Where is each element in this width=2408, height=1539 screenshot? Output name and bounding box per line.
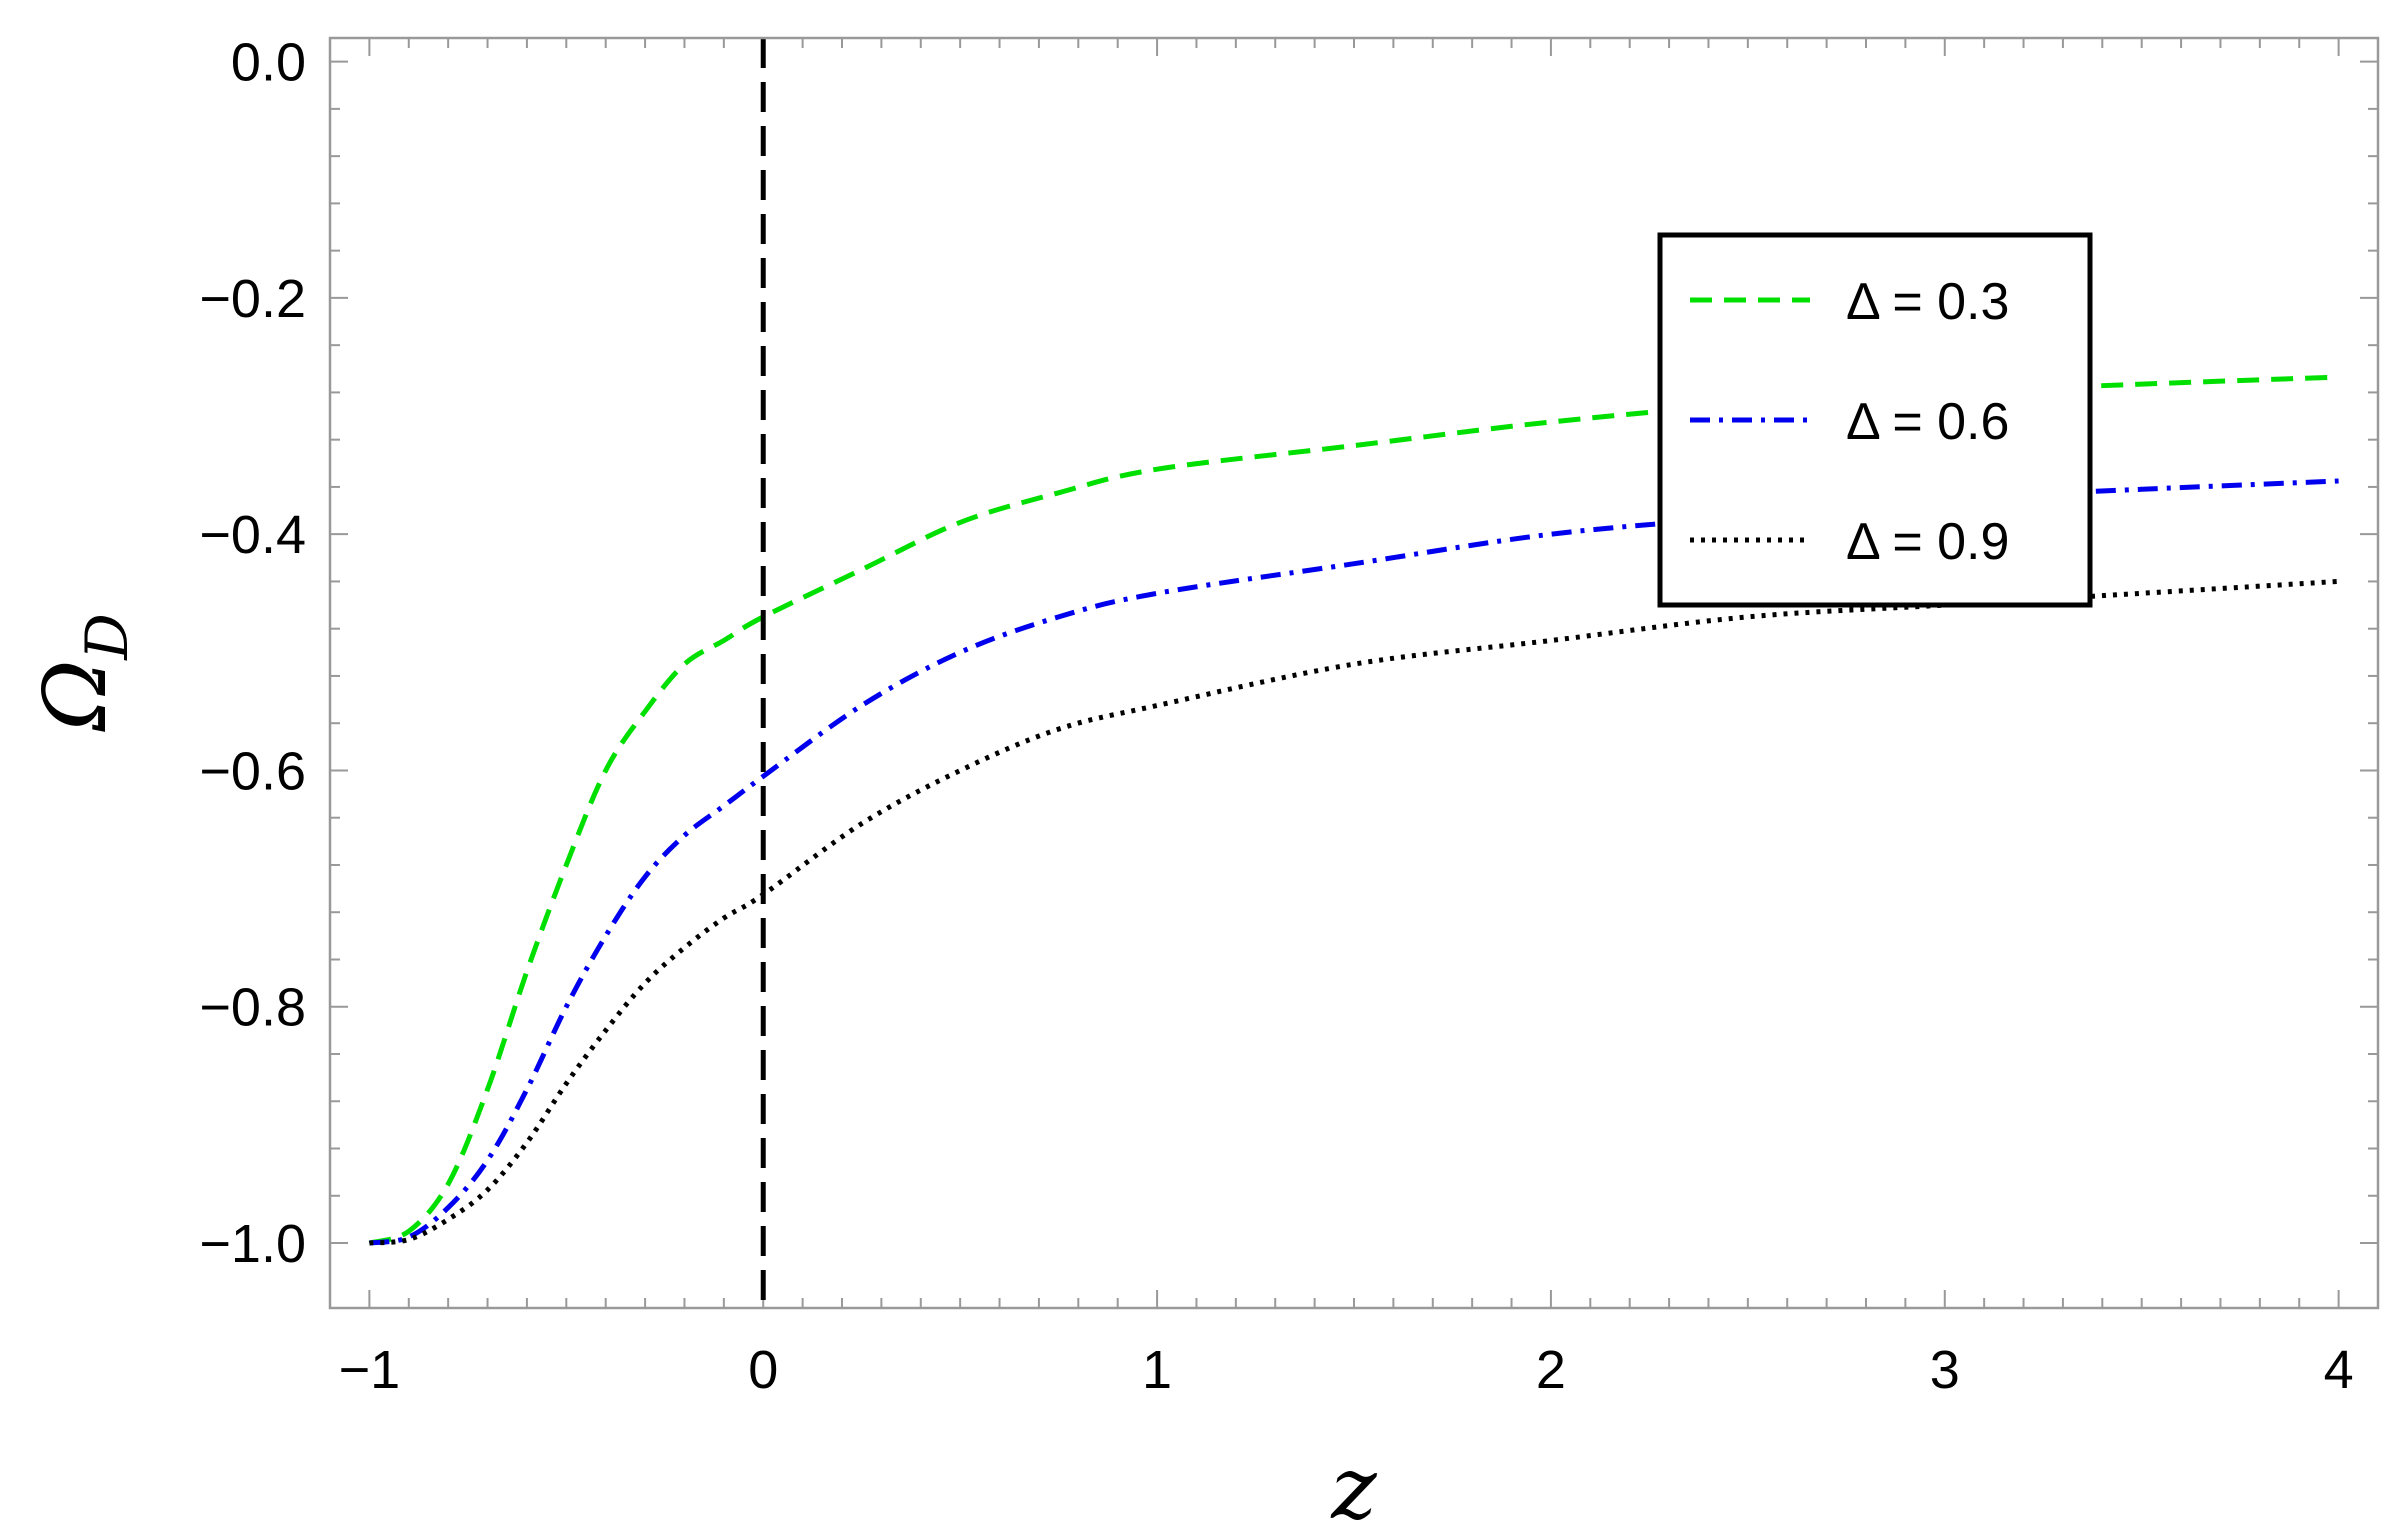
- series-line-3: [369, 578, 2339, 1246]
- legend-label: Δ = 0.9: [1846, 513, 2009, 571]
- x-tick-label: 1: [1142, 1340, 1172, 1400]
- plot-frame: [328, 36, 2380, 1310]
- y-tick-label: −0.2: [199, 269, 306, 329]
- y-tick-label: −0.8: [199, 978, 306, 1038]
- y-axis-title-main: ΩD: [26, 613, 141, 732]
- x-tick-label: −1: [339, 1340, 401, 1400]
- tick-layer: [330, 38, 2378, 1308]
- legend-label: Δ = 0.6: [1846, 393, 2009, 451]
- series-line-1: [368, 374, 2339, 1246]
- legend: Δ = 0.3 Δ = 0.6 Δ = 0.9: [1657, 232, 2093, 608]
- y-tick-label: −0.6: [199, 741, 306, 801]
- y-tick-label: 0.0: [231, 33, 306, 93]
- legend-label: Δ = 0.3: [1846, 273, 2009, 331]
- series-line-2: [369, 478, 2339, 1246]
- x-tick-label: 4: [2324, 1340, 2354, 1400]
- y-tick-label: −1.0: [199, 1214, 306, 1274]
- series-layer: [368, 374, 2339, 1246]
- tick-label-layer: −1 0 1 2 3 4 0.0 −0.2 −0.4 −0.6 −0.8 −1.0: [199, 33, 2353, 1400]
- x-axis-title: z: [1330, 1439, 1377, 1539]
- legend-box: [1657, 232, 2093, 608]
- x-tick-label: 3: [1930, 1340, 1960, 1400]
- y-axis-title: ΩD: [26, 613, 141, 732]
- y-tick-label: −0.4: [199, 505, 306, 565]
- x-tick-label: 2: [1536, 1340, 1566, 1400]
- x-tick-label: 0: [748, 1340, 778, 1400]
